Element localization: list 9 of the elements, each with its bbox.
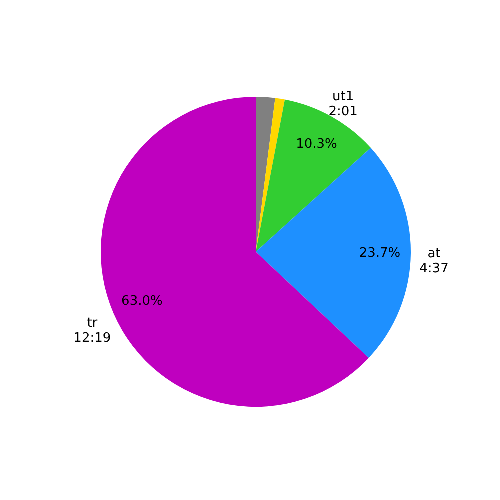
data-label: 63.0% bbox=[122, 294, 163, 310]
slice-label: at 4:37 bbox=[420, 246, 449, 277]
pie-slice bbox=[256, 98, 286, 252]
pie-slice bbox=[256, 97, 276, 252]
data-label: 10.3% bbox=[296, 136, 338, 152]
pie-slice bbox=[256, 148, 411, 358]
slice-label: ut1 2:01 bbox=[328, 90, 358, 120]
data-label: 23.7% bbox=[359, 246, 401, 262]
slice-label: tr 12:19 bbox=[74, 316, 112, 346]
